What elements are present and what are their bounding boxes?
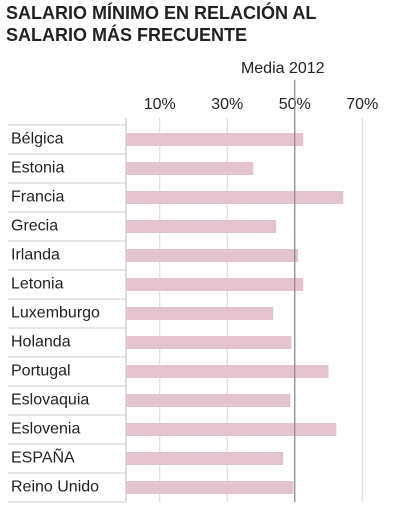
x-tick-label: 30% [211,96,243,113]
y-tick-label: ESPAÑA [11,447,75,467]
bar [126,481,294,494]
y-tick-label: Holanda [11,334,71,351]
x-tick-label: 10% [144,96,176,113]
bar [126,162,254,175]
bar [126,133,304,146]
y-tick-label: Grecia [11,218,58,235]
chart-title: SALARIO MÍNIMO EN RELACIÓN AL SALARIO MÁ… [6,3,316,45]
bar [126,394,291,407]
y-tick-label: Bélgica [11,131,64,148]
bar [126,220,277,233]
bar [126,336,292,349]
reference-label: Media 2012 [241,60,325,77]
bar [126,423,337,436]
bar [126,307,274,320]
y-tick-label: Eslovenia [11,421,80,438]
y-tick-label: Irlanda [11,247,60,264]
bar [126,365,329,378]
y-tick-label: Reino Unido [11,479,99,496]
bar [126,249,299,262]
y-tick-label: Estonia [11,160,64,177]
bar [126,452,284,465]
y-tick-label: Portugal [11,363,71,380]
y-tick-label: Eslovaquia [11,392,89,409]
bar [126,191,344,204]
bar [126,278,304,291]
y-tick-label: Letonia [11,276,64,293]
y-tick-label: Francia [11,189,64,206]
x-tick-label: 70% [346,96,378,113]
y-tick-label: Luxemburgo [11,305,100,322]
